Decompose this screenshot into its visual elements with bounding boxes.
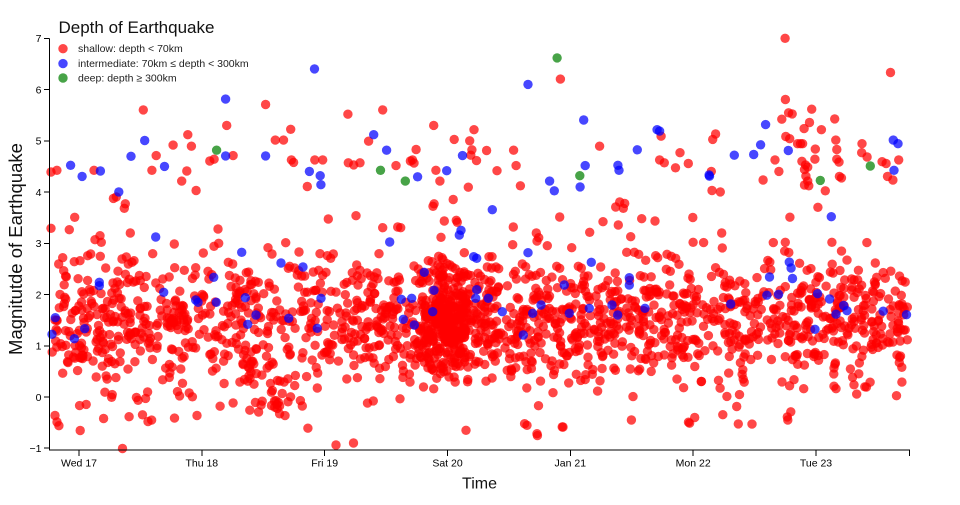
svg-text:Depth of Earthquake: Depth of Earthquake xyxy=(59,18,215,37)
svg-text:2: 2 xyxy=(36,289,42,301)
svg-text:deep: depth ≥ 300km: deep: depth ≥ 300km xyxy=(78,73,177,85)
svg-text:6: 6 xyxy=(36,84,42,96)
svg-text:intermediate: 70km ≤ depth < 3: intermediate: 70km ≤ depth < 300km xyxy=(78,58,249,70)
svg-text:Magnitutde of Earthquake: Magnitutde of Earthquake xyxy=(5,143,26,355)
svg-text:3: 3 xyxy=(36,238,42,250)
svg-text:shallow: depth < 70km: shallow: depth < 70km xyxy=(78,43,183,55)
svg-text:0: 0 xyxy=(36,392,42,404)
svg-text:Time: Time xyxy=(462,476,497,493)
svg-text:−1: −1 xyxy=(30,443,42,455)
svg-text:Sat 20: Sat 20 xyxy=(432,458,463,470)
svg-text:4: 4 xyxy=(36,187,42,199)
svg-text:Mon 22: Mon 22 xyxy=(676,458,711,470)
svg-text:Jan 21: Jan 21 xyxy=(555,458,587,470)
svg-text:5: 5 xyxy=(36,136,42,148)
svg-text:Fri 19: Fri 19 xyxy=(311,458,338,470)
svg-text:1: 1 xyxy=(36,341,42,353)
svg-text:Thu 18: Thu 18 xyxy=(185,458,218,470)
svg-text:Wed 17: Wed 17 xyxy=(61,458,97,470)
svg-text:7: 7 xyxy=(36,33,42,45)
svg-text:Tue 23: Tue 23 xyxy=(800,458,832,470)
